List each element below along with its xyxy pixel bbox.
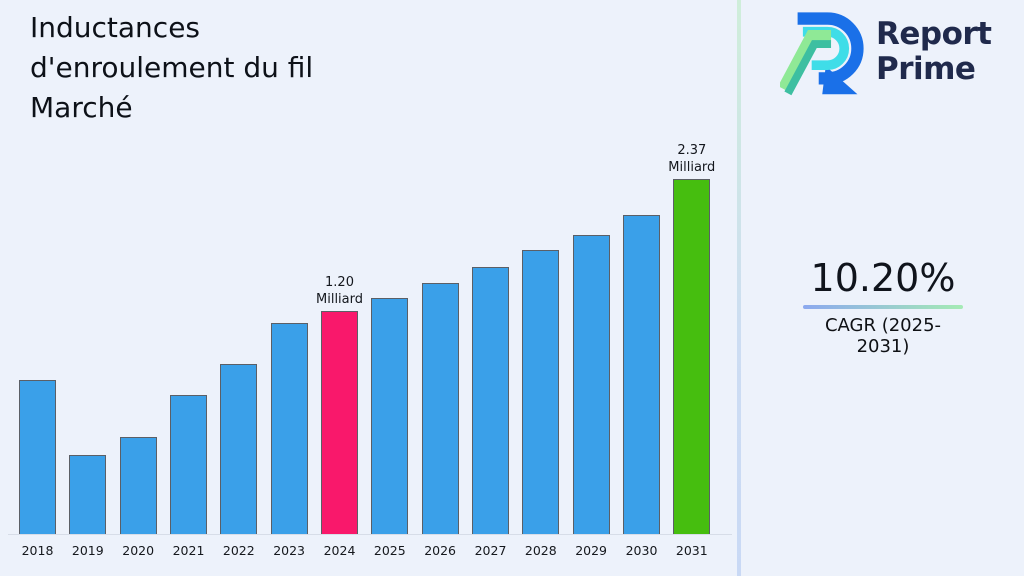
x-tick-2025: 2025 — [373, 543, 406, 558]
reportprime-logo: Report Prime — [780, 8, 992, 96]
x-tick-2030: 2030 — [625, 543, 658, 558]
bar-2022 — [220, 364, 258, 534]
bar-2029 — [572, 235, 610, 534]
logo-brand-line1: Report — [876, 16, 992, 52]
x-tick-2026: 2026 — [424, 543, 456, 558]
logo-brand-line2: Prime — [876, 51, 976, 87]
bar-2028 — [522, 250, 560, 534]
x-tick-2031: 2031 — [675, 543, 708, 558]
chart-baseline — [8, 534, 732, 535]
cagr-label: CAGR (2025-2031) — [824, 315, 942, 357]
x-tick-2022: 2022 — [222, 543, 255, 558]
market-bar-chart: 2018 2019 2020 2021 2022 2023 2024 1.20 Milliar… — [8, 143, 732, 558]
logo-green-stroke — [780, 30, 832, 92]
x-tick-2023: 2023 — [273, 543, 305, 558]
bar-2021 — [170, 395, 207, 534]
bar-2023 — [270, 323, 308, 534]
x-tick-2024: 2024 — [323, 543, 356, 558]
value-label-2031: 2.37 Milliard — [668, 143, 716, 175]
cagr-block: 10.20% CAGR (2025-2031) — [800, 254, 966, 357]
page-title: Inductances d'enroulement du fil Marché — [30, 8, 313, 128]
x-tick-2029: 2029 — [575, 543, 607, 558]
cagr-value: 10.20% — [810, 256, 956, 300]
bar-2020 — [119, 437, 157, 534]
x-tick-2028: 2028 — [524, 543, 557, 558]
bar-2031 — [673, 179, 711, 534]
bar-2026 — [421, 283, 459, 534]
panel-divider — [737, 0, 741, 576]
bar-2030 — [623, 215, 660, 534]
logo-teal-stroke — [784, 40, 832, 96]
x-tick-2018: 2018 — [21, 543, 54, 558]
bar-2018 — [19, 380, 56, 534]
x-tick-2027: 2027 — [474, 543, 507, 558]
logo-cyan-arc — [802, 26, 850, 71]
x-tick-2020: 2020 — [122, 543, 155, 558]
reportprime-logo-icon — [780, 12, 864, 96]
bar-2024 — [321, 311, 358, 534]
cagr-underline — [803, 305, 963, 309]
bar-2025 — [371, 298, 409, 534]
page-title-line2: d'enroulement du fil — [30, 51, 314, 84]
logo-blue-leg — [822, 66, 858, 95]
bar-2027 — [472, 267, 509, 534]
x-tick-2021: 2021 — [172, 543, 205, 558]
reportprime-logo-text: Report Prime — [876, 17, 992, 87]
x-tick-2019: 2019 — [71, 543, 104, 558]
page-title-line3: Marché — [30, 91, 133, 124]
bar-2019 — [69, 455, 107, 534]
page-title-line1: Inductances — [30, 11, 201, 44]
value-label-2024: 1.20 Milliard — [316, 275, 363, 307]
